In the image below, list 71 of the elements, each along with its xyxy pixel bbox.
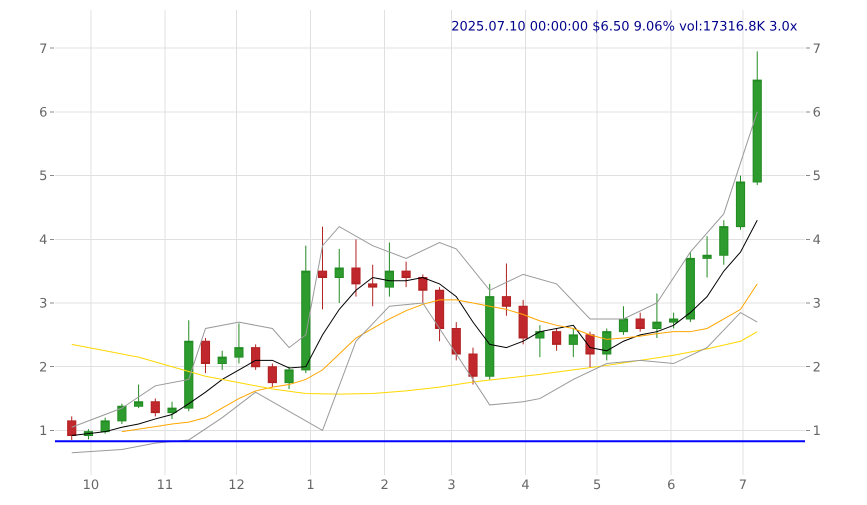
candlestick <box>719 220 728 266</box>
candlestick <box>535 324 544 358</box>
candlestick <box>468 347 478 386</box>
candlestick <box>585 331 595 368</box>
candlestick <box>268 363 277 388</box>
candlestick <box>184 320 194 412</box>
candlestick <box>669 312 678 329</box>
x-tick-label: 5 <box>593 478 602 493</box>
candlestick <box>150 398 160 417</box>
candlestick <box>402 261 411 288</box>
candlestick <box>752 50 762 186</box>
x-tick-label: 1 <box>306 478 315 493</box>
line-series <box>71 331 758 395</box>
candlestick <box>100 417 110 434</box>
candlestick <box>652 292 662 339</box>
y-tick-label: 3 <box>39 296 48 312</box>
y2-tick-label: 5 <box>812 169 821 184</box>
candlestick <box>251 344 260 370</box>
candlestick <box>117 403 126 425</box>
x-tick-label: 4 <box>521 478 530 493</box>
line-series <box>71 220 758 436</box>
x-tick-label: 7 <box>738 478 748 493</box>
candlestick <box>334 248 344 304</box>
line-series <box>71 111 758 428</box>
y2-tick-label: 4 <box>812 232 821 248</box>
y-tick-label: 4 <box>39 232 48 248</box>
candlestick <box>301 245 310 374</box>
y2-tick-label: 2 <box>812 360 821 376</box>
candlestick <box>518 299 528 345</box>
y-tick-label: 1 <box>39 424 48 439</box>
y2-tick-label: 1 <box>812 424 821 439</box>
line-series <box>71 302 758 454</box>
line-series <box>121 283 758 432</box>
y2-tick-label: 3 <box>812 296 821 312</box>
candlestick <box>67 416 76 440</box>
candlestick <box>502 263 512 316</box>
y-tick-label: 2 <box>39 360 48 376</box>
x-tick-label: 10 <box>82 478 100 493</box>
candlestick <box>452 322 461 361</box>
y-tick-label: 6 <box>39 105 48 120</box>
candlestick <box>636 312 645 332</box>
x-tick-label: 6 <box>667 478 676 493</box>
candlestick <box>702 236 712 278</box>
x-tick-label: 11 <box>156 478 174 493</box>
candlestick <box>167 401 177 420</box>
candlestick <box>568 328 578 358</box>
candlestick <box>618 306 628 336</box>
candlestick <box>602 328 612 361</box>
candlestick <box>686 252 695 323</box>
candlestick <box>552 328 562 352</box>
candlestick <box>434 286 444 342</box>
x-tick-label: 2 <box>380 478 389 493</box>
candlestick <box>368 264 378 307</box>
candlestick <box>384 242 394 298</box>
x-tick-label: 3 <box>447 478 456 493</box>
y-tick-label: 7 <box>39 42 48 57</box>
candlestick <box>351 238 361 298</box>
candlestick <box>284 366 294 390</box>
candlestick <box>134 384 144 409</box>
candlestick <box>200 338 210 374</box>
candlestick <box>318 226 328 310</box>
candlestick <box>736 175 746 230</box>
y2-tick-label: 6 <box>812 105 821 120</box>
candlestick <box>234 322 244 364</box>
candlestick <box>218 350 227 370</box>
candlestick <box>418 274 428 304</box>
y2-tick-label: 7 <box>812 42 821 57</box>
text: 2025.07.10 00:00:00 $6.50 9.06% vol:17316.8K 3.0x <box>451 20 798 35</box>
candlestick <box>485 283 494 380</box>
y-tick-label: 5 <box>39 169 48 184</box>
x-tick-label: 12 <box>228 478 245 493</box>
